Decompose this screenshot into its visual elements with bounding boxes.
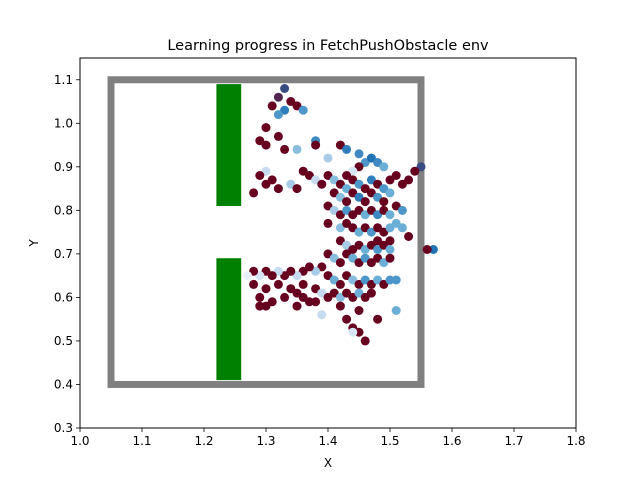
scatter-point [335, 301, 345, 311]
scatter-point [335, 279, 345, 289]
x-tick-label: 1.7 [504, 434, 523, 448]
scatter-point [280, 292, 290, 302]
scatter-point [298, 105, 308, 115]
scatter-point [422, 245, 432, 254]
scatter-point [261, 179, 271, 189]
scatter-point [261, 123, 271, 133]
scatter-point [323, 153, 333, 163]
scatter-point [391, 171, 401, 180]
scatter-point [360, 197, 370, 207]
scatter-point [385, 188, 395, 198]
x-tick-label: 1.5 [380, 434, 399, 448]
scatter-point [354, 306, 364, 315]
scatter-point [428, 245, 438, 254]
x-tick-label: 1.8 [566, 434, 585, 448]
y-tick-label: 1.1 [54, 73, 73, 87]
scatter-point [292, 184, 302, 194]
x-tick-label: 1.3 [256, 434, 275, 448]
scatter-point [354, 149, 364, 159]
scatter-point [354, 327, 364, 337]
scatter-point [267, 101, 277, 111]
scatter-point [273, 279, 283, 289]
scatter-point [317, 310, 327, 320]
obstacle-1 [216, 84, 242, 206]
x-tick-label: 1.0 [70, 434, 89, 448]
scatter-point [391, 306, 401, 315]
scatter-point [397, 205, 407, 215]
points-layer [242, 84, 438, 346]
y-axis: 0.3 0.4 0.5 0.6 0.7 0.8 0.9 1.0 1.1 [54, 73, 80, 435]
x-tick-label: 1.1 [132, 434, 151, 448]
scatter-point [385, 253, 395, 263]
scatter-point [273, 110, 283, 120]
scatter-point [342, 197, 352, 207]
scatter-point [385, 210, 395, 220]
scatter-point [404, 232, 414, 241]
scatter-point [249, 188, 259, 198]
scatter-point [298, 292, 308, 302]
scatter-point [335, 258, 345, 268]
scatter-point [348, 327, 358, 337]
scatter-point [373, 314, 383, 324]
scatter-point [273, 92, 283, 102]
scatter-point [379, 197, 389, 207]
scatter-point [298, 279, 308, 289]
y-tick-label: 0.8 [54, 203, 73, 217]
obstacle-layer [216, 84, 242, 381]
scatter-point [379, 162, 389, 172]
scatter-point [273, 184, 283, 194]
scatter-point [397, 223, 407, 233]
scatter-point [360, 336, 370, 346]
table-layer [107, 76, 425, 388]
y-axis-label: Y [27, 239, 41, 248]
scatter-point [342, 144, 352, 154]
x-axis-label: X [324, 456, 332, 470]
scatter-point [261, 301, 271, 311]
y-tick-label: 0.3 [54, 421, 73, 435]
scatter-point [397, 179, 407, 189]
scatter-point [255, 171, 265, 180]
y-tick-label: 0.9 [54, 160, 73, 174]
x-tick-label: 1.4 [318, 434, 337, 448]
plot-frame [79, 57, 577, 429]
scatter-point [261, 140, 271, 150]
scatter-point [385, 275, 395, 285]
scatter-point [385, 245, 395, 254]
y-tick-label: 1.0 [54, 116, 73, 130]
scatter-point [366, 288, 376, 298]
x-tick-label: 1.2 [194, 434, 213, 448]
scatter-point [391, 275, 401, 285]
scatter-point [323, 218, 333, 228]
x-tick-label: 1.6 [442, 434, 461, 448]
scatter-point [242, 271, 252, 281]
scatter-point [273, 131, 283, 141]
scatter-point [292, 301, 302, 311]
y-tick-label: 0.5 [54, 334, 73, 348]
scatter-point [317, 179, 327, 189]
y-tick-label: 0.7 [54, 247, 73, 261]
scatter-point [249, 279, 259, 289]
scatter-point [410, 166, 420, 176]
scatter-point [311, 140, 321, 150]
obstacle-2 [216, 258, 242, 381]
scatter-point [261, 284, 271, 294]
scatter-point [280, 84, 290, 93]
scatter-point [280, 144, 290, 154]
scatter-point [255, 301, 265, 311]
scatter-point [255, 292, 265, 302]
scatter-point [292, 144, 302, 154]
scatter-point [342, 314, 352, 324]
x-axis: 1.0 1.1 1.2 1.3 1.4 1.5 1.6 1.7 1.8 [70, 428, 586, 448]
chart-title: Learning progress in FetchPushObstacle e… [167, 38, 489, 54]
y-tick-label: 0.4 [54, 377, 73, 391]
table-boundary [107, 76, 425, 388]
y-tick-label: 0.6 [54, 290, 73, 304]
scatter-point [311, 297, 321, 307]
